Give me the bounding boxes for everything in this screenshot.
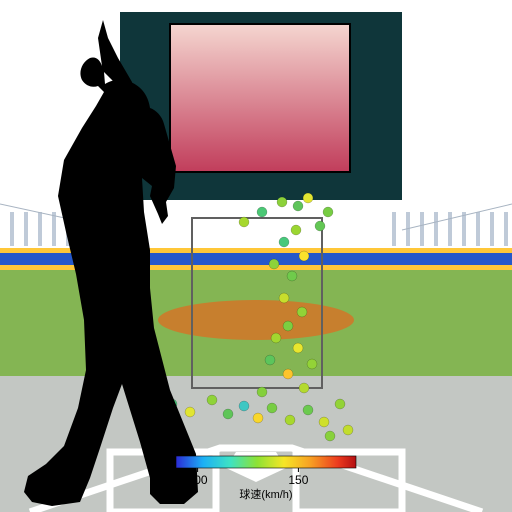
pitch-marker bbox=[287, 271, 297, 281]
pitch-marker bbox=[291, 225, 301, 235]
pitch-marker bbox=[257, 207, 267, 217]
pitch-marker bbox=[285, 415, 295, 425]
pitch-marker bbox=[239, 217, 249, 227]
pitch-marker bbox=[325, 431, 335, 441]
pitch-marker bbox=[319, 417, 329, 427]
pitch-marker bbox=[185, 407, 195, 417]
pitch-marker bbox=[267, 403, 277, 413]
pitch-marker bbox=[269, 259, 279, 269]
colorbar-tick-label: 150 bbox=[288, 473, 308, 487]
backdrop-svg: 100 150 球速(km/h) bbox=[0, 0, 512, 512]
pitch-marker bbox=[239, 401, 249, 411]
pitch-marker bbox=[303, 405, 313, 415]
pitch-marker bbox=[223, 409, 233, 419]
pitch-marker bbox=[297, 307, 307, 317]
pitch-marker bbox=[315, 221, 325, 231]
pitch-marker bbox=[343, 425, 353, 435]
pitch-marker bbox=[253, 413, 263, 423]
outfield-grass bbox=[0, 270, 512, 376]
pitch-marker bbox=[293, 201, 303, 211]
pitch-marker bbox=[279, 237, 289, 247]
pitch-marker bbox=[323, 207, 333, 217]
pitch-marker bbox=[293, 343, 303, 353]
pitch-marker bbox=[271, 333, 281, 343]
pitch-marker bbox=[265, 355, 275, 365]
pitch-marker bbox=[303, 193, 313, 203]
pitch-marker bbox=[277, 197, 287, 207]
colorbar-tick-label: 100 bbox=[188, 473, 208, 487]
pitch-marker bbox=[299, 251, 309, 261]
pitch-location-chart: 100 150 球速(km/h) bbox=[0, 0, 512, 512]
pitch-marker bbox=[283, 369, 293, 379]
pitch-marker bbox=[283, 321, 293, 331]
pitch-marker bbox=[299, 383, 309, 393]
pitch-marker bbox=[307, 359, 317, 369]
pitch-marker bbox=[335, 399, 345, 409]
pitch-marker bbox=[257, 387, 267, 397]
pitch-marker bbox=[279, 293, 289, 303]
colorbar-label: 球速(km/h) bbox=[239, 487, 292, 501]
pitch-marker bbox=[207, 395, 217, 405]
